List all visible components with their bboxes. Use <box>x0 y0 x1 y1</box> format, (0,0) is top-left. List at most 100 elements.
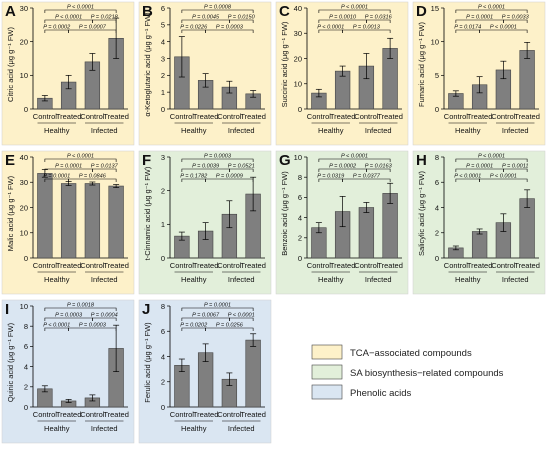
x-tick-label: Treated <box>240 410 266 419</box>
bar <box>37 173 53 259</box>
significance-label: P = 0.0316 <box>365 15 393 21</box>
legend-label-tca: TCA−associated compounds <box>350 348 472 359</box>
x-tick-label: Control <box>33 261 58 270</box>
y-tick-label: 10 <box>294 80 302 89</box>
significance-bracket <box>479 178 528 182</box>
significance-label: P = 0.0002 <box>43 25 71 31</box>
significance-label: P = 0.0137 <box>91 164 119 170</box>
significance-label: P = 0.0008 <box>204 5 232 11</box>
y-tick-label: 10 <box>20 71 28 80</box>
significance-label: P = 0.0001 <box>43 174 70 180</box>
x-tick-label: Treated <box>467 261 493 270</box>
x-tick-label: Treated <box>467 112 493 121</box>
y-tick-label: 20 <box>20 37 28 46</box>
bar <box>245 339 261 408</box>
legend-label-phenolic: Phenolic acids <box>350 388 412 399</box>
panel-letter: I <box>5 301 9 318</box>
y-tick-label: 6 <box>435 178 439 187</box>
significance-label: P = 0.0256 <box>216 323 244 329</box>
y-tick-label: 30 <box>20 4 28 13</box>
y-tick-label: 6 <box>24 342 28 351</box>
significance-bracket <box>366 168 391 172</box>
significance-bracket <box>342 178 391 182</box>
legend: TCA−associated compounds SA biosynthesis… <box>311 344 504 400</box>
significance-bracket <box>68 327 117 331</box>
y-tick-label: 3 <box>161 54 165 63</box>
panel-letter: B <box>142 3 153 20</box>
significance-label: P = 0.0377 <box>353 174 381 180</box>
x-tick-label: Treated <box>377 261 403 270</box>
bar <box>108 185 124 259</box>
x-tick-label: Control <box>307 112 332 121</box>
y-tick-label: 30 <box>20 178 28 187</box>
significance-label: P = 0.0067 <box>192 313 220 319</box>
y-tick-label: 2 <box>298 234 302 243</box>
y-tick-label: 0 <box>298 254 302 263</box>
significance-label: P = 0.0319 <box>317 174 344 180</box>
significance-label: P = 0.0039 <box>192 164 219 170</box>
panel-letter: D <box>416 3 427 20</box>
y-axis-label: α-Ketoglutaric acid (μg g⁻¹ FW) <box>143 12 152 117</box>
panel-letter: E <box>5 152 15 169</box>
x-tick-label: Treated <box>56 410 82 419</box>
x-tick-label: Treated <box>330 112 356 121</box>
group-label: Healthy <box>181 424 207 433</box>
x-tick-label: Treated <box>193 261 219 270</box>
x-tick-label: Control <box>354 261 379 270</box>
significance-label: P < 0.0001 <box>341 154 368 160</box>
significance-bracket <box>342 29 391 33</box>
y-tick-label: 3 <box>161 153 165 162</box>
significance-label: P = 0.0018 <box>67 303 95 309</box>
y-tick-label: 20 <box>294 54 302 63</box>
significance-label: P = 0.1782 <box>180 174 208 180</box>
significance-bracket <box>455 9 528 13</box>
x-tick-label: Control <box>491 112 516 121</box>
significance-label: P < 0.0001 <box>55 15 82 21</box>
bar <box>358 207 375 259</box>
significance-label: P < 0.0001 <box>67 5 94 11</box>
y-tick-label: 2 <box>161 71 165 80</box>
y-axis-label: Succinic acid (μg g⁻¹ FW) <box>280 21 289 107</box>
x-tick-label: Treated <box>56 261 82 270</box>
y-tick-label: 8 <box>24 322 28 331</box>
significance-label: P < 0.0001 <box>490 174 517 180</box>
x-tick-label: Control <box>444 261 469 270</box>
significance-bracket <box>92 19 117 23</box>
x-tick-label: Treated <box>514 112 540 121</box>
group-label: Healthy <box>455 275 481 284</box>
significance-label: P = 0.0846 <box>79 174 107 180</box>
significance-bracket <box>181 307 254 311</box>
group-label: Infected <box>502 126 529 135</box>
y-tick-label: 20 <box>20 203 28 212</box>
legend-swatch-phenolic <box>311 384 343 400</box>
y-tick-label: 0 <box>24 105 28 114</box>
x-tick-label: Control <box>170 410 195 419</box>
bar <box>60 183 77 259</box>
group-label: Infected <box>228 275 255 284</box>
x-tick-label: Control <box>217 261 242 270</box>
significance-label: P = 0.0521 <box>228 164 255 170</box>
panel-letter: C <box>279 3 290 20</box>
x-tick-label: Control <box>80 261 105 270</box>
y-tick-label: 2 <box>435 229 439 238</box>
panel-B: Bα-Ketoglutaric acid (μg g⁻¹ FW) 0 1 2 3 4 5 6 C… <box>138 1 272 146</box>
significance-label: P = 0.0001 <box>55 164 82 170</box>
x-tick-label: Treated <box>514 261 540 270</box>
y-tick-label: 5 <box>161 21 165 30</box>
significance-label: P = 0.0003 <box>216 25 244 31</box>
significance-label: P < 0.0001 <box>478 154 505 160</box>
significance-bracket <box>68 29 117 33</box>
significance-bracket <box>205 29 254 33</box>
panel-letter: F <box>142 152 151 169</box>
y-axis-label: Fumaric acid (μg g⁻¹ FW) <box>417 22 426 107</box>
y-axis-label: Benzoic acid (μg g⁻¹ FW) <box>280 171 289 256</box>
significance-label: P = 0.0202 <box>180 323 208 329</box>
significance-label: P < 0.0001 <box>478 5 505 11</box>
significance-label: P = 0.0011 <box>502 164 529 170</box>
y-tick-label: 6 <box>161 327 165 336</box>
group-label: Infected <box>228 126 255 135</box>
